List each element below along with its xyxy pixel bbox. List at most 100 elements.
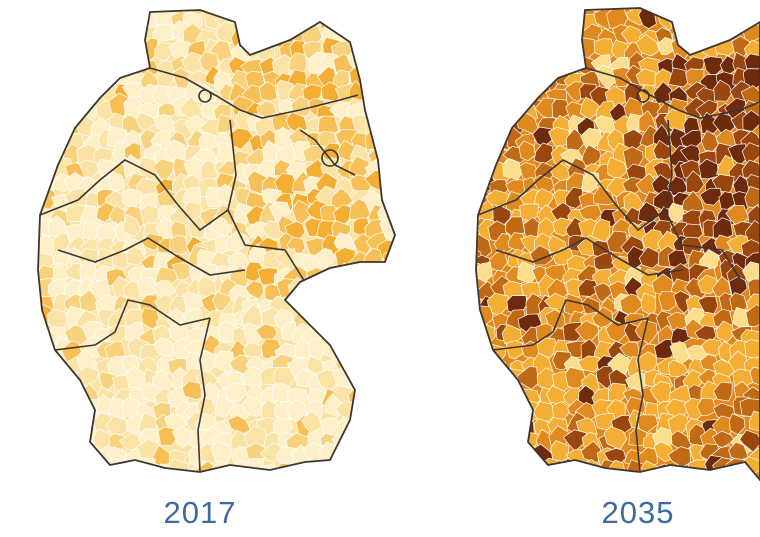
district-patch <box>17 143 38 166</box>
district-patch <box>383 10 395 16</box>
district-patch <box>491 86 517 106</box>
district-patch <box>363 292 386 311</box>
district-patch <box>502 8 523 15</box>
district-patch <box>171 426 195 448</box>
district-patch <box>505 42 525 61</box>
district-patch <box>214 394 234 419</box>
district-patch <box>476 116 494 138</box>
district-patch <box>331 293 355 318</box>
district-patch <box>536 337 559 359</box>
district-patch <box>38 90 45 111</box>
district-patch <box>112 20 134 45</box>
district-patch <box>79 12 99 31</box>
district-patch <box>48 29 71 47</box>
district-patch <box>476 383 478 403</box>
district-patch <box>61 10 83 18</box>
district-patch <box>486 430 507 453</box>
district-patch <box>534 8 556 13</box>
district-patch <box>95 10 116 27</box>
district-patch <box>379 397 395 421</box>
district-patch <box>476 8 500 33</box>
district-patch <box>48 410 73 431</box>
district-patch <box>378 37 395 63</box>
district-patch <box>363 26 383 50</box>
district-patch <box>38 311 39 336</box>
district-patch <box>382 328 395 350</box>
district-patch <box>240 22 262 43</box>
district-patch <box>354 339 373 361</box>
district-patch <box>340 325 360 348</box>
district-patch <box>348 444 374 470</box>
district-patch <box>38 39 39 57</box>
district-patch <box>594 412 617 430</box>
district-patch <box>529 25 552 50</box>
district-patch <box>658 290 676 312</box>
district-patch <box>47 373 68 395</box>
district-patch <box>38 429 44 448</box>
district-patch <box>38 10 55 14</box>
district-patch <box>564 186 583 209</box>
district-patch <box>476 113 478 135</box>
district-patch <box>114 41 133 62</box>
district-patch <box>493 8 515 31</box>
district-patch <box>486 411 507 433</box>
district-patch <box>483 52 507 77</box>
district-patch <box>476 458 481 480</box>
district-patch <box>516 73 540 93</box>
district-patch <box>38 365 52 389</box>
district-patch <box>360 429 382 451</box>
district-patch <box>363 306 384 328</box>
district-patch <box>476 230 479 252</box>
district-patch <box>379 385 395 405</box>
district-patch <box>476 9 479 29</box>
district-patch <box>291 10 310 18</box>
district-patch <box>244 280 264 300</box>
district-patch <box>292 10 312 28</box>
district-patch <box>38 249 39 271</box>
map-2017-districts <box>14 10 395 472</box>
district-patch <box>38 174 41 194</box>
district-patch <box>476 368 482 388</box>
district-patch <box>592 185 616 206</box>
district-patch <box>38 72 54 92</box>
district-patch <box>490 8 514 13</box>
district-patch <box>14 355 35 376</box>
district-patch <box>552 8 570 17</box>
district-patch <box>699 187 723 206</box>
district-patch <box>52 66 73 89</box>
district-patch <box>653 81 672 105</box>
district-patch <box>228 127 254 150</box>
district-patch <box>553 53 574 73</box>
district-patch <box>52 40 73 64</box>
district-patch <box>47 124 70 149</box>
district-patch <box>745 220 760 244</box>
district-patch <box>552 36 572 62</box>
district-patch <box>695 28 717 47</box>
district-patch <box>714 8 733 11</box>
district-patch <box>38 158 43 182</box>
district-patch <box>532 38 552 59</box>
district-patch <box>379 217 395 241</box>
map-2017-year-label: 2017 <box>163 495 237 530</box>
district-patch <box>476 357 484 378</box>
district-patch <box>551 8 576 31</box>
district-patch <box>476 396 479 419</box>
district-patch <box>476 343 494 363</box>
district-patch <box>476 38 495 59</box>
district-patch <box>537 9 559 34</box>
district-patch <box>54 81 74 103</box>
district-patch <box>272 11 295 32</box>
district-patch <box>38 416 52 435</box>
district-patch <box>38 325 41 347</box>
district-patch <box>476 431 493 452</box>
district-patch <box>476 50 479 73</box>
district-patch <box>366 50 383 75</box>
district-patch <box>476 320 477 343</box>
district-patch <box>214 183 235 205</box>
district-patch <box>562 321 582 342</box>
district-patch <box>376 418 395 440</box>
district-patch <box>59 430 87 454</box>
district-patch <box>79 289 102 313</box>
district-patch <box>351 10 373 30</box>
district-patch <box>48 458 67 472</box>
